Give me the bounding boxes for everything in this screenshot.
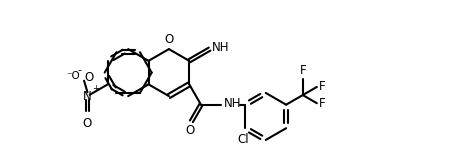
Text: F: F — [319, 97, 326, 110]
Text: O: O — [83, 117, 92, 130]
Text: -: - — [78, 66, 82, 76]
Text: O: O — [164, 33, 173, 46]
Text: ⁻O: ⁻O — [66, 71, 80, 81]
Text: O: O — [185, 124, 194, 137]
Text: Cl: Cl — [237, 133, 249, 146]
Text: N: N — [83, 90, 92, 103]
Text: F: F — [319, 80, 326, 94]
Text: +: + — [92, 84, 99, 93]
Text: NH: NH — [224, 97, 242, 110]
Text: O: O — [85, 71, 94, 84]
Text: NH: NH — [212, 41, 229, 54]
Text: F: F — [299, 64, 306, 77]
